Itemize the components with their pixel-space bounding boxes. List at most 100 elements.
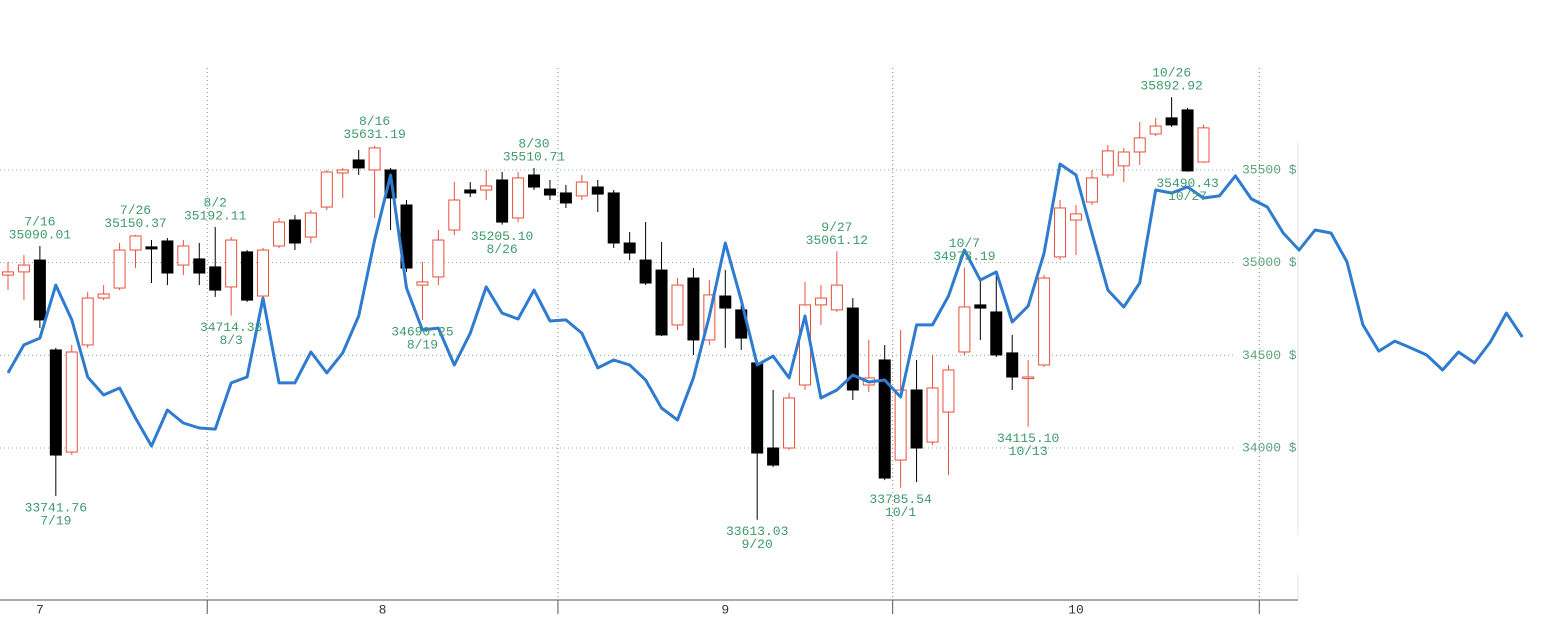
candle-body bbox=[416, 281, 429, 286]
candle-body bbox=[113, 249, 126, 289]
candle-body bbox=[129, 235, 142, 251]
annotation-date: 8/26 bbox=[487, 242, 518, 257]
annotation-value: 35061.12 bbox=[806, 233, 868, 248]
x-tick-label: 8 bbox=[379, 602, 387, 617]
annotation-value: 34714.33 bbox=[200, 320, 262, 335]
candle-body bbox=[1022, 376, 1035, 380]
candle-body bbox=[257, 249, 270, 297]
candle-body bbox=[209, 266, 222, 291]
candle-body bbox=[814, 297, 827, 306]
annotation-date: 10/26 bbox=[1152, 66, 1191, 81]
candle-body bbox=[1085, 177, 1098, 203]
candle-body bbox=[1165, 117, 1178, 126]
candle-body bbox=[974, 304, 987, 309]
candle-body bbox=[2, 271, 14, 276]
candle-body bbox=[1117, 151, 1130, 167]
annotation-date: 8/2 bbox=[204, 195, 227, 210]
annotation-value: 35631.19 bbox=[343, 127, 405, 142]
candle-body bbox=[894, 389, 907, 461]
annotation-date: 8/3 bbox=[219, 333, 242, 348]
candle-body bbox=[496, 179, 509, 223]
candle-body bbox=[543, 188, 556, 196]
candle-body bbox=[400, 204, 413, 269]
annotation-value: 34973.19 bbox=[933, 249, 995, 264]
candle-body bbox=[193, 258, 206, 274]
candle-body bbox=[639, 259, 652, 284]
candle-body bbox=[1133, 137, 1146, 153]
candle-body bbox=[241, 251, 254, 301]
candle-body bbox=[783, 397, 796, 449]
candle-body bbox=[448, 199, 461, 231]
candle-body bbox=[304, 212, 317, 238]
candle-body bbox=[145, 246, 158, 250]
candle-body bbox=[671, 284, 684, 326]
annotation-date: 8/30 bbox=[518, 136, 549, 151]
candle-body bbox=[878, 359, 891, 479]
y-tick-label: 34500 $ bbox=[1242, 348, 1297, 363]
x-tick-label: 9 bbox=[721, 602, 729, 617]
candle-body bbox=[17, 264, 30, 273]
candle-body bbox=[1181, 109, 1194, 172]
candle-body bbox=[751, 362, 764, 454]
candle-body bbox=[528, 174, 541, 188]
candle-body bbox=[990, 311, 1003, 356]
candle-body bbox=[942, 369, 955, 413]
annotation-date: 10/1 bbox=[885, 505, 916, 520]
candle-body bbox=[480, 185, 493, 191]
candle-body bbox=[33, 259, 46, 321]
annotation-value: 35192.11 bbox=[184, 208, 247, 223]
x-tick-label: 7 bbox=[36, 602, 44, 617]
candle-body bbox=[464, 189, 477, 194]
annotation-value: 33613.03 bbox=[726, 524, 788, 539]
candle-body bbox=[49, 349, 62, 456]
candle-body bbox=[607, 192, 620, 244]
annotation-value: 35490.43 bbox=[1156, 176, 1218, 191]
annotation-value: 33785.54 bbox=[869, 492, 932, 507]
candle-body bbox=[177, 245, 190, 266]
indicator-line bbox=[6, 162, 1524, 448]
candle-body bbox=[272, 221, 285, 247]
candle-body bbox=[368, 147, 381, 171]
candle-body bbox=[1149, 125, 1162, 135]
annotation-value: 35510.71 bbox=[503, 149, 566, 164]
candle-body bbox=[1101, 150, 1114, 176]
annotation-value: 35150.37 bbox=[104, 216, 166, 231]
candle-body bbox=[225, 239, 238, 288]
annotation-value: 35090.01 bbox=[9, 227, 72, 242]
candle-body bbox=[81, 297, 94, 346]
annotation-date: 10/7 bbox=[949, 236, 980, 251]
candle-body bbox=[846, 307, 859, 391]
candle-body bbox=[687, 277, 700, 341]
candle-body bbox=[65, 351, 78, 453]
annotation-value: 34690.25 bbox=[391, 325, 453, 340]
annotation-value: 35892.92 bbox=[1140, 79, 1202, 94]
candle-body bbox=[1038, 277, 1051, 366]
candle-body bbox=[719, 295, 732, 309]
candle-body bbox=[910, 389, 923, 449]
candle-body bbox=[559, 192, 572, 204]
candle-body bbox=[336, 169, 349, 174]
candle-body bbox=[1069, 213, 1082, 221]
annotation-date: 7/19 bbox=[40, 513, 71, 528]
candle-body bbox=[767, 447, 780, 466]
annotation-value: 33741.76 bbox=[25, 500, 87, 515]
candle-body bbox=[97, 293, 110, 299]
candle-body bbox=[655, 269, 668, 336]
y-tick-label: 35500 $ bbox=[1242, 162, 1297, 177]
candle-body bbox=[352, 159, 365, 169]
annotation-date: 8/16 bbox=[359, 114, 390, 129]
candle-body bbox=[591, 186, 604, 195]
annotation-value: 35205.10 bbox=[471, 229, 533, 244]
annotation-date: 8/19 bbox=[407, 338, 438, 353]
candle-body bbox=[926, 387, 939, 443]
candle-body bbox=[575, 181, 588, 197]
candle-body bbox=[161, 240, 174, 274]
annotation-date: 10/27 bbox=[1168, 189, 1207, 204]
annotation-date: 7/26 bbox=[120, 203, 151, 218]
y-tick-label: 35000 $ bbox=[1242, 255, 1297, 270]
candle-body bbox=[958, 306, 971, 353]
annotation-date: 7/16 bbox=[24, 214, 55, 229]
candle-body bbox=[320, 171, 333, 208]
annotation-date: 10/13 bbox=[1009, 444, 1048, 459]
